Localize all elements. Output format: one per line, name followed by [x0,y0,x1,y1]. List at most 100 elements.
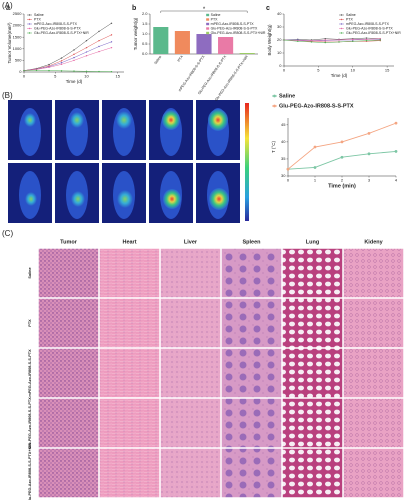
histology-image [160,398,221,448]
histology-image [343,298,404,348]
histology-image [99,398,160,448]
thermal-images [8,100,249,223]
y-tick-label: 1.0 [142,31,148,36]
x-tick-label: 15 [385,68,390,73]
row-label: PTX [28,319,32,327]
heat-spot [162,110,180,130]
heat-spot [208,109,228,131]
legend-marker [28,27,31,30]
data-point [365,38,368,41]
data-point [73,59,75,62]
data-point [73,53,75,56]
data-point [313,166,317,169]
data-point [60,62,63,64]
y-tick-label: 0 [19,69,22,74]
data-point [110,46,113,49]
y-tick-label: 2.0 [142,11,148,16]
data-point [283,39,285,41]
histology-image [38,298,99,348]
x-tick-label: 2 [341,178,344,183]
histology-image [99,348,160,398]
data-point [85,70,88,73]
data-point [310,39,313,42]
histology-image [221,248,282,298]
histology-image [282,398,343,448]
legend-label: Saline [211,13,221,17]
legend-marker [28,23,31,25]
histology-image [160,348,221,398]
bar [153,27,169,54]
data-point [324,41,326,44]
x-tick-label: 0 [287,178,290,183]
histology-image [221,448,282,498]
histology-image [282,348,343,398]
heat-spot [70,112,84,128]
legend-marker [340,23,343,25]
legend-label: Glu-PEG-Azo-IR808-S-S-PTX [279,103,354,109]
legend-marker [28,32,31,34]
legend-marker [28,18,31,21]
x-tick-label: 15 [116,74,121,79]
series-line [283,37,381,41]
data-point [48,63,50,66]
y-tick-label: 1000 [13,46,23,51]
legend-swatch [206,31,210,35]
y-tick-label: 2500 [13,11,23,16]
data-point [23,69,25,72]
histology-image [99,248,160,298]
y-tick-label: 20 [277,37,282,42]
data-point [98,70,100,73]
data-point [73,56,75,59]
y-tick-label: 0.5 [142,41,148,46]
data-point [379,39,381,41]
legend-label: Saline [346,13,356,17]
legend-label: Glu-PEG-Azo-IR808-S-S-PTX+NIR [346,31,401,35]
histology-image [343,398,404,448]
legend-label: Glu-PEG-Azo-IR808-S-S-PTX+NIR [34,31,89,35]
legend-marker [273,104,276,108]
data-point [365,39,368,42]
data-point [338,39,340,41]
y-axis-label: Tumor weight(g) [133,17,138,50]
data-point [367,152,371,156]
heat-spot [117,190,133,208]
histology-image [343,348,404,398]
data-point [367,131,371,135]
histology-image [38,448,99,498]
data-point [394,121,398,125]
series-line [23,47,112,71]
bar [196,34,212,54]
column-header: Lung [306,239,319,245]
y-tick-label: 40 [277,11,282,16]
data-point [110,70,113,73]
legend-label: Glu-PEG-Azo-IR808-S-S-PTX [346,26,393,30]
histology-image [221,348,282,398]
legend-marker [340,27,343,30]
legend-marker [340,14,343,16]
column-header: Tumor [60,239,78,245]
data-point [110,34,113,36]
y-tick-label: 0 [279,63,282,68]
legend-label: Saline [279,93,295,99]
histology-image [160,448,221,498]
data-point [60,63,63,66]
panel-label: (B) [2,91,13,100]
y-tick-label: 2000 [13,23,23,28]
data-point [310,41,313,43]
data-point [35,69,38,72]
column-header: Kideny [364,239,383,245]
histology-image [221,398,282,448]
histology-image [282,298,343,348]
x-tick-label: Saline [154,55,163,65]
y-axis-label: T (°C) [271,141,276,153]
legend-swatch [206,22,210,26]
data-point [352,40,354,42]
significance-label: * [203,7,206,13]
significance-bracket [160,10,248,13]
data-point [48,69,50,72]
series-line [23,70,112,72]
histology-grid: Tumor Heart Liver Spleen Lung Kideny Saline PTX… [28,239,404,500]
legend-label: Glu-PEG-Azo-IR808-S-S-PTX [211,26,258,30]
data-point [73,70,75,72]
x-axis-label: Time (d) [331,73,348,78]
